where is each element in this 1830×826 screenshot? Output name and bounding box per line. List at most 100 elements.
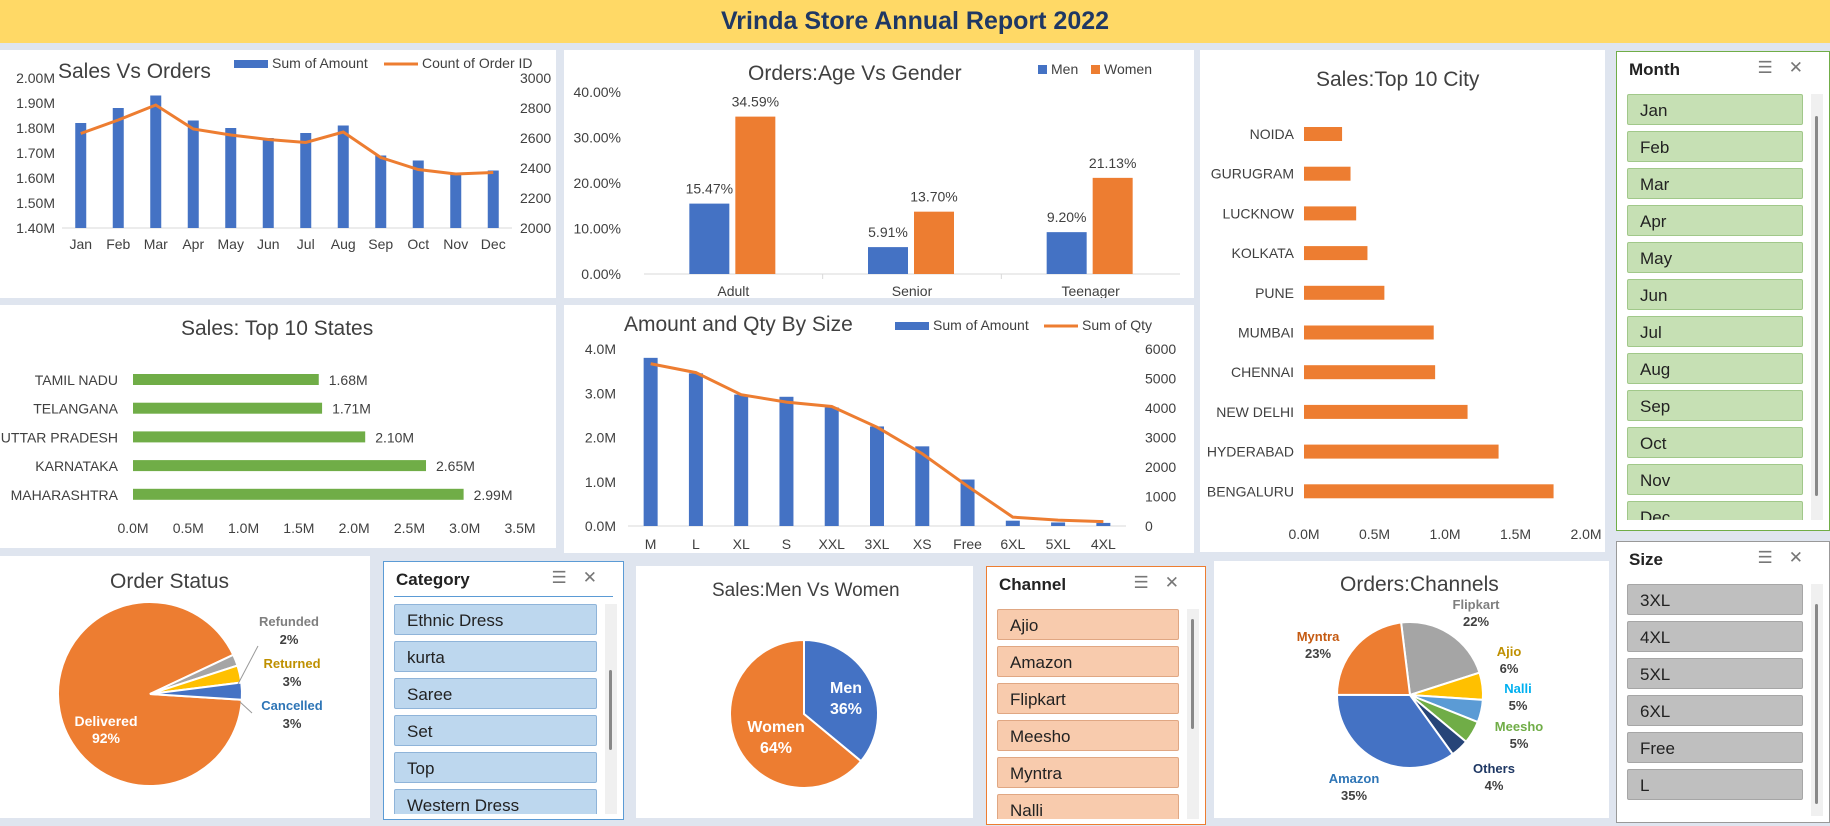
size-slicer-item-4xl[interactable]: 4XL [1627,621,1803,652]
size-slicer-list[interactable]: 3XL 4XL 5XL 6XL Free L [1627,584,1803,816]
month-slicer-item-jan[interactable]: Jan [1627,94,1803,125]
x-tick-label: Jan [69,236,92,252]
x-tick-label: Feb [106,236,130,252]
legend-label-women: Women [1104,61,1152,77]
bar-city [1304,246,1368,261]
bar-amount [487,170,499,228]
men-women-panel[interactable]: Sales:Men Vs Women Men 36% Women 64% [636,566,973,818]
multi-select-and-clear-filter-icons[interactable]: ☰✕ [1757,548,1819,567]
month-slicer-item-aug[interactable]: Aug [1627,353,1803,384]
size-slicer-item-6xl[interactable]: 6XL [1627,695,1803,726]
data-label: 21.13% [1089,155,1136,171]
y-tick-label-right: 4000 [1145,400,1176,416]
channel-slicer-item-flipkart[interactable]: Flipkart [997,683,1179,714]
pie-value-flipkart: 22% [1463,614,1489,629]
month-slicer-item-jul[interactable]: Jul [1627,316,1803,347]
scroll-thumb[interactable] [1191,619,1194,729]
pie-value-women: 64% [760,740,792,757]
multi-select-and-clear-filter-icons[interactable]: ☰✕ [1133,573,1195,592]
category-slicer-item-kurta[interactable]: kurta [394,641,597,672]
scroll-thumb[interactable] [1815,604,1818,804]
data-label: 1.68M [329,372,368,388]
size-slicer-item-l[interactable]: L [1627,769,1803,800]
size-slicer-item-free[interactable]: Free [1627,732,1803,763]
bar-city [1304,166,1351,181]
x-tick-label: 6XL [1000,536,1025,552]
y-tick-label-right: 2600 [520,130,551,146]
y-tick-label-left: 1.60M [16,170,55,186]
size-slicer-title: Size [1629,550,1664,569]
channel-slicer-list[interactable]: Ajio Amazon Flipkart Meesho Myntra Nalli [997,609,1179,819]
multi-select-and-clear-filter-icons[interactable]: ☰✕ [551,568,613,587]
y-tick-label-right: 2800 [520,100,551,116]
category-slicer[interactable]: Category ☰✕ Ethnic Dress kurta Saree Set Top… [383,561,624,820]
pie-label-others: Others [1473,761,1515,776]
pie-value-nalli: 5% [1509,698,1528,713]
multi-select-and-clear-filter-icons[interactable]: ☰✕ [1757,58,1819,77]
month-slicer-item-oct[interactable]: Oct [1627,427,1803,458]
month-slicer-item-feb[interactable]: Feb [1627,131,1803,162]
size-slicer[interactable]: Size ☰✕ 3XL 4XL 5XL 6XL Free L [1616,541,1830,823]
size-slicer-item-3xl[interactable]: 3XL [1627,584,1803,615]
category-slicer-item-top[interactable]: Top [394,752,597,783]
channel-slicer-item-ajio[interactable]: Ajio [997,609,1179,640]
y-tick-label-right: 6000 [1145,341,1176,357]
x-tick-label: 1.5M [283,520,314,536]
y-tick-label-left: 1.0M [585,474,616,490]
month-scrollbar[interactable] [1811,94,1823,520]
month-slicer[interactable]: Month ☰✕ Jan Feb Mar Apr May Jun Jul Aug Sep Oct N… [1616,51,1830,531]
pie-value-others: 4% [1485,778,1504,793]
y-tick-label-left: 2.0M [585,430,616,446]
leader-line [239,701,253,714]
category-slicer-item-set[interactable]: Set [394,715,597,746]
y-tick-label-right: 1000 [1145,489,1176,505]
orders-channels-panel[interactable]: Orders:Channels Flipkart 22% Ajio 6% Nalli 5%… [1214,561,1609,818]
pie-label-delivered: Delivered [74,713,137,729]
category-slicer-list[interactable]: Ethnic Dress kurta Saree Set Top Western Dres… [394,604,597,814]
bar-city [1304,325,1434,340]
channel-slicer-item-meesho[interactable]: Meesho [997,720,1179,751]
bar-state [133,402,323,414]
bar-amount [187,120,199,228]
size-slicer-item-5xl[interactable]: 5XL [1627,658,1803,689]
y-tick-label-left: 0.0M [585,518,616,534]
month-slicer-item-nov[interactable]: Nov [1627,464,1803,495]
pie-label-meesho: Meesho [1495,719,1543,734]
size-chart-panel[interactable]: Amount and Qty By Size Sum of Amount Sum … [564,305,1194,553]
month-slicer-item-may[interactable]: May [1627,242,1803,273]
data-label: 1.71M [332,401,371,417]
category-slicer-item-ethnic-dress[interactable]: Ethnic Dress [394,604,597,635]
month-slicer-list[interactable]: Jan Feb Mar Apr May Jun Jul Aug Sep Oct Nov Dec [1627,94,1803,520]
month-slicer-item-mar[interactable]: Mar [1627,168,1803,199]
top-city-panel[interactable]: Sales:Top 10 City NOIDA GURUGRAM LUCKNOW KO… [1200,50,1605,552]
pie-label-cancelled: Cancelled [261,698,322,713]
category-scrollbar[interactable] [605,604,617,814]
age-gender-panel[interactable]: Orders:Age Vs Gender Men Women 0.00% 10.00%… [564,50,1194,298]
channel-slicer-item-myntra[interactable]: Myntra [997,757,1179,788]
month-slicer-item-apr[interactable]: Apr [1627,205,1803,236]
channel-slicer-item-nalli[interactable]: Nalli [997,794,1179,819]
sales-vs-orders-panel[interactable]: Sales Vs Orders Sum of Amount Count of Or… [0,50,556,298]
channel-scrollbar[interactable] [1187,609,1199,819]
order-status-panel[interactable]: Order Status Delivered 92% Refunded 2% Retur… [0,556,370,818]
size-scrollbar[interactable] [1811,584,1823,816]
month-slicer-item-jun[interactable]: Jun [1627,279,1803,310]
y-tick-label-left: 1.80M [16,120,55,136]
category-slicer-item-saree[interactable]: Saree [394,678,597,709]
month-slicer-item-dec[interactable]: Dec [1627,501,1803,520]
sales-vs-orders-chart: Sum of Amount Count of Order ID 1.40M 1.50M… [16,55,551,252]
category-slicer-item-western-dress[interactable]: Western Dress [394,789,597,814]
bar-amount [915,446,930,526]
y-tick-label: GURUGRAM [1211,166,1294,182]
legend-swatch-women [1091,65,1100,74]
x-tick-label: 1.5M [1500,526,1531,542]
age-gender-chart: Men Women 0.00% 10.00% 20.00% 30.00% 40.00% 15.… [574,61,1180,298]
orders-channels-chart: Flipkart 22% Ajio 6% Nalli 5% Meesho 5% Others 4%… [1297,597,1544,803]
scroll-thumb[interactable] [1815,116,1818,496]
size-chart: Sum of Amount Sum of Qty 0.0M 1.0M 2.0M 3.0M 4… [585,317,1176,552]
channel-slicer-item-amazon[interactable]: Amazon [997,646,1179,677]
channel-slicer[interactable]: Channel ☰✕ Ajio Amazon Flipkart Meesho Myntr… [986,566,1206,825]
scroll-thumb[interactable] [609,670,612,750]
top-states-panel[interactable]: Sales: Top 10 States TAMIL NADU 1.68M TELA… [0,305,556,548]
month-slicer-item-sep[interactable]: Sep [1627,390,1803,421]
